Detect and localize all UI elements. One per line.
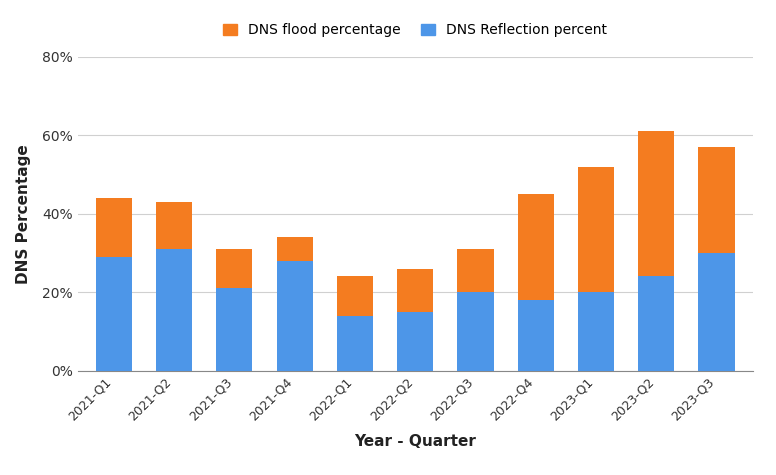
Bar — [217, 288, 252, 370]
Bar — [397, 269, 433, 312]
Bar — [457, 249, 494, 292]
Y-axis label: DNS Percentage: DNS Percentage — [16, 144, 31, 284]
X-axis label: Year - Quarter: Year - Quarter — [354, 434, 476, 449]
Bar — [518, 194, 554, 300]
Bar — [156, 249, 192, 370]
Bar — [638, 132, 674, 276]
Bar — [156, 202, 192, 249]
Bar — [217, 249, 252, 288]
Bar — [578, 167, 614, 292]
Legend: DNS flood percentage, DNS Reflection percent: DNS flood percentage, DNS Reflection per… — [223, 23, 608, 37]
Bar — [578, 292, 614, 370]
Bar — [698, 253, 735, 370]
Bar — [337, 316, 373, 370]
Bar — [95, 257, 132, 370]
Bar — [337, 276, 373, 316]
Bar — [397, 312, 433, 370]
Bar — [457, 292, 494, 370]
Bar — [276, 261, 313, 370]
Bar — [95, 198, 132, 257]
Bar — [276, 237, 313, 261]
Bar — [518, 300, 554, 370]
Bar — [698, 147, 735, 253]
Bar — [638, 276, 674, 370]
